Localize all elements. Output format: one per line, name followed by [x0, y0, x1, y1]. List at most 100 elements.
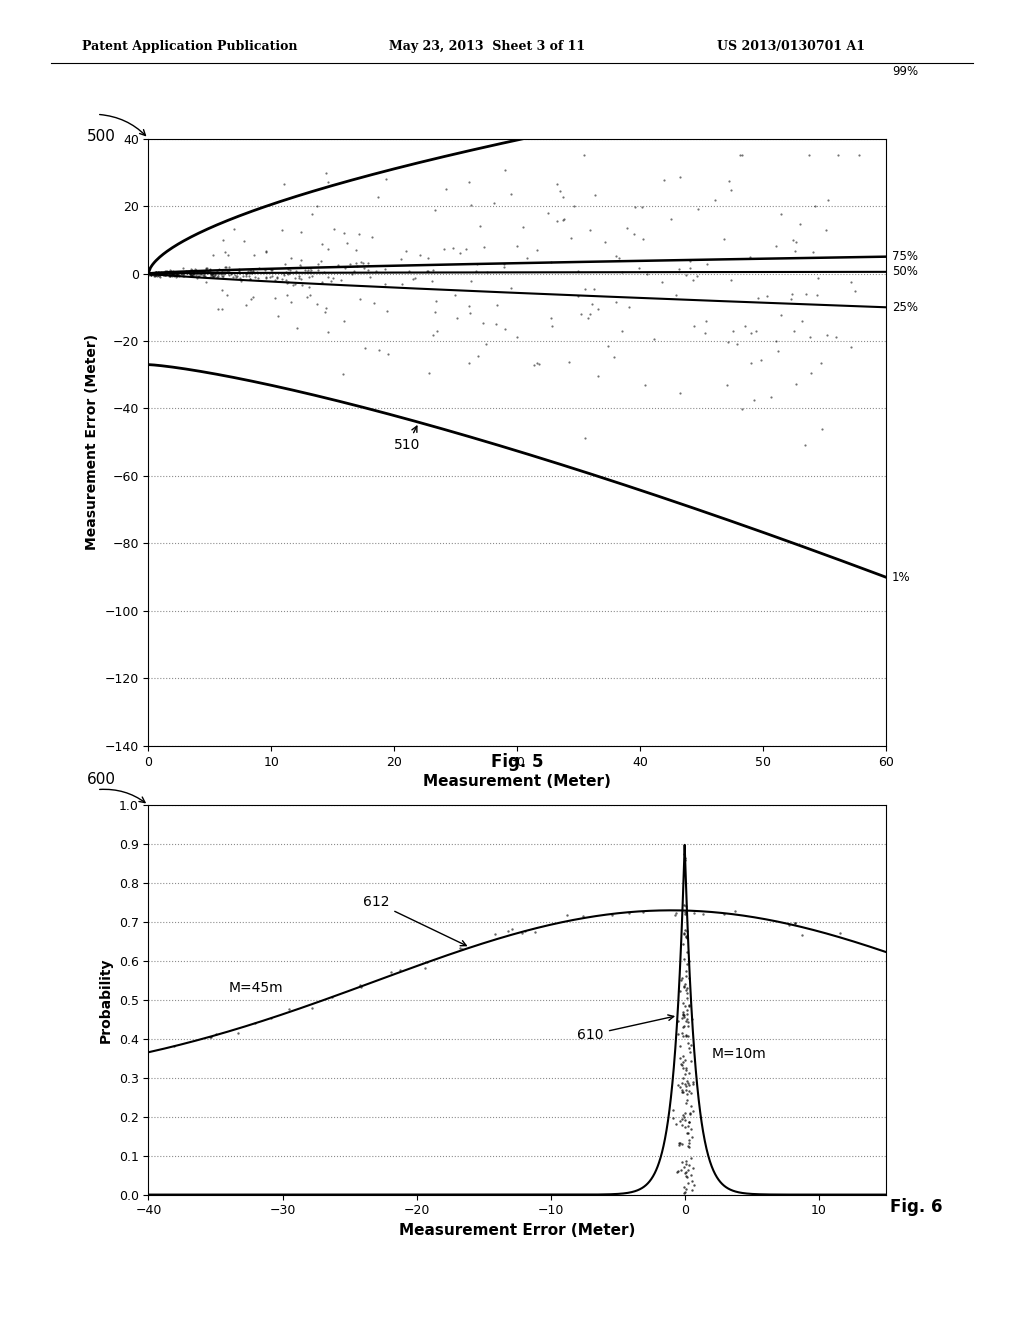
Point — [257, 240, 273, 261]
Point — [575, 145, 592, 166]
Point — [773, 203, 790, 224]
Point — [292, 255, 308, 276]
Point — [608, 246, 625, 267]
Point — [549, 173, 565, 194]
Point — [663, 209, 679, 230]
Point — [210, 263, 226, 284]
Text: M=45m: M=45m — [229, 981, 284, 995]
Point — [368, 260, 384, 281]
Point — [784, 284, 801, 305]
Point — [197, 265, 213, 286]
Point — [742, 352, 759, 374]
Point — [626, 223, 642, 244]
Point — [677, 1181, 693, 1203]
Point — [785, 321, 802, 342]
Point — [241, 265, 257, 286]
Point — [264, 265, 281, 286]
Point — [678, 979, 694, 1001]
X-axis label: Measurement (Meter): Measurement (Meter) — [423, 774, 611, 789]
Point — [157, 264, 173, 285]
Point — [275, 264, 292, 285]
Point — [679, 941, 695, 962]
Point — [308, 195, 325, 216]
Point — [351, 974, 368, 995]
Point — [158, 260, 174, 281]
Point — [676, 1015, 692, 1036]
Point — [447, 284, 464, 305]
Point — [143, 263, 160, 284]
Point — [681, 1111, 697, 1133]
Point — [168, 261, 184, 282]
Point — [813, 352, 829, 374]
Point — [605, 346, 622, 367]
Point — [566, 195, 583, 216]
Point — [176, 265, 193, 286]
Point — [140, 263, 157, 284]
Point — [285, 275, 301, 296]
Point — [156, 263, 172, 284]
Point — [242, 268, 258, 289]
Point — [393, 273, 410, 294]
Point — [552, 180, 568, 201]
Point — [675, 1002, 691, 1023]
Point — [509, 236, 525, 257]
Point — [677, 903, 693, 924]
Point — [219, 260, 236, 281]
Point — [419, 952, 435, 973]
Point — [245, 259, 261, 280]
Point — [497, 160, 513, 181]
Point — [580, 308, 596, 329]
Text: 612: 612 — [362, 895, 466, 945]
Point — [250, 268, 266, 289]
Point — [679, 1071, 695, 1092]
Point — [140, 263, 157, 284]
Point — [146, 263, 163, 284]
Point — [675, 1057, 691, 1078]
Point — [245, 261, 261, 282]
Point — [444, 238, 461, 259]
Point — [146, 263, 163, 284]
Point — [190, 265, 207, 286]
Point — [770, 341, 786, 362]
Point — [196, 264, 212, 285]
Point — [787, 374, 804, 395]
Point — [801, 145, 817, 166]
Point — [683, 1096, 699, 1117]
Point — [678, 1162, 694, 1183]
Point — [675, 1005, 691, 1026]
Point — [219, 244, 236, 265]
Point — [156, 263, 172, 284]
Point — [188, 263, 205, 284]
Point — [171, 265, 187, 286]
Point — [179, 263, 196, 284]
Point — [146, 263, 163, 284]
Point — [428, 290, 444, 312]
Point — [294, 275, 310, 296]
Point — [197, 261, 213, 282]
Point — [383, 961, 399, 982]
Point — [627, 197, 643, 218]
Point — [148, 263, 165, 284]
Point — [238, 265, 254, 286]
Point — [753, 348, 769, 370]
Point — [676, 975, 692, 997]
Point — [238, 294, 254, 315]
Point — [675, 1081, 691, 1102]
Point — [161, 261, 177, 282]
Point — [178, 260, 195, 281]
Point — [202, 260, 218, 281]
Point — [461, 296, 477, 317]
Point — [723, 180, 739, 201]
Point — [281, 259, 297, 280]
Point — [182, 264, 199, 285]
Point — [773, 305, 790, 326]
Point — [685, 1101, 701, 1122]
Point — [203, 263, 219, 284]
Point — [221, 256, 238, 277]
Point — [380, 343, 396, 364]
Point — [759, 285, 775, 306]
Point — [168, 264, 184, 285]
Point — [189, 268, 206, 289]
Point — [677, 847, 693, 869]
Point — [555, 209, 571, 230]
